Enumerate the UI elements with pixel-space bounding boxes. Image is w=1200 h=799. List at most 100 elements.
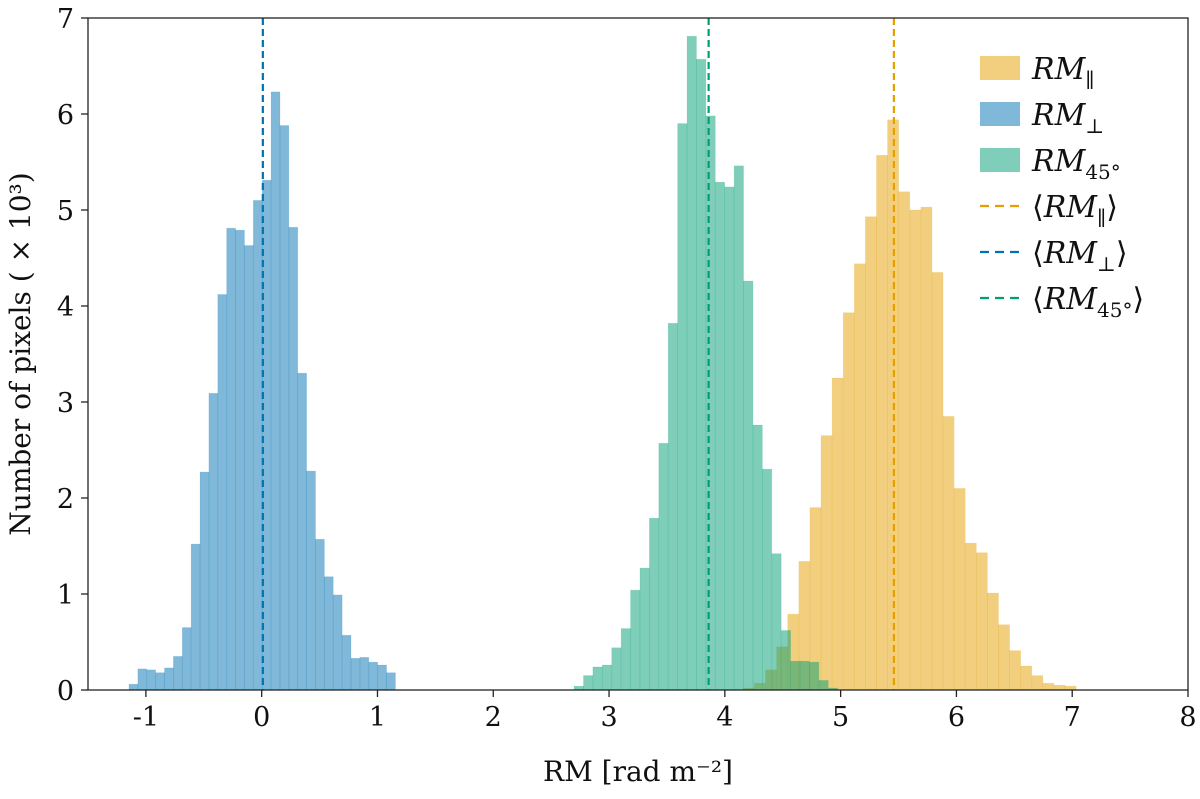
- histogram-bar: [208, 392, 219, 691]
- histogram-bar: [199, 471, 210, 691]
- legend-bracket: ⟩: [1132, 282, 1144, 317]
- histogram-bar: [818, 680, 829, 691]
- histogram-bar: [658, 442, 669, 691]
- legend-patch: [980, 148, 1020, 172]
- legend-label: ⟨RM∥⟩: [1032, 190, 1118, 230]
- mean-lines: [261, 18, 895, 690]
- histogram-bar: [696, 58, 707, 691]
- histogram-bar: [842, 312, 855, 691]
- legend-label: ⟨RM45°⟩: [1032, 282, 1144, 322]
- histogram-bar: [771, 553, 782, 691]
- legend-sub: ∥: [1097, 206, 1106, 230]
- histogram-bar: [667, 322, 679, 691]
- legend-bracket: ⟨: [1032, 282, 1044, 317]
- y-tick-label: 6: [57, 100, 74, 131]
- legend-sub: ∥: [1085, 68, 1094, 92]
- histogram-bar: [705, 115, 716, 691]
- histogram-bar: [790, 660, 801, 691]
- histogram-bar: [743, 280, 754, 691]
- legend-main: RM: [1031, 144, 1087, 179]
- histogram-bar: [964, 542, 977, 691]
- y-tick-label: 5: [57, 196, 74, 227]
- x-tick-label: 2: [485, 702, 502, 733]
- y-tick-label: 1: [57, 580, 74, 611]
- histogram-bar: [583, 675, 594, 691]
- histogram-bar: [733, 165, 744, 691]
- histogram-bar: [998, 624, 1010, 691]
- histogram-bar: [244, 245, 254, 691]
- series-2: [573, 35, 839, 691]
- histogram-bar: [252, 199, 263, 691]
- histogram-bar: [648, 517, 660, 691]
- histogram-bar: [724, 186, 735, 691]
- legend-item: [980, 102, 1020, 126]
- x-tick-label: 8: [1179, 702, 1196, 733]
- histogram-bar: [288, 226, 299, 691]
- y-axis-label: Number of pixels ( × 10³): [4, 172, 37, 535]
- histogram-bar: [809, 661, 820, 691]
- histogram-bar: [942, 415, 955, 691]
- histogram-bar: [270, 91, 281, 691]
- histogram-bar: [1053, 684, 1066, 691]
- histogram-bar: [601, 664, 613, 691]
- series-0: [742, 119, 1077, 691]
- histogram-bar: [341, 634, 352, 691]
- x-tick-label: 6: [948, 702, 965, 733]
- histogram-bar: [181, 627, 192, 691]
- histogram-bar: [592, 666, 603, 691]
- histogram-bar: [1031, 675, 1044, 691]
- histogram-bar: [172, 656, 183, 691]
- histogram-bar: [332, 594, 343, 691]
- histogram-bar: [190, 543, 201, 691]
- legend-main: RM: [1043, 282, 1099, 317]
- legend-item: [980, 148, 1020, 172]
- histogram-bar: [909, 209, 922, 691]
- histogram-bar: [226, 227, 236, 691]
- legend-bracket: ⟨: [1032, 236, 1044, 271]
- histogram-bar: [155, 672, 165, 691]
- histogram-bar: [677, 123, 688, 691]
- histogram-bar: [128, 683, 139, 691]
- histogram-bar: [279, 125, 290, 691]
- histogram-bar: [1042, 682, 1055, 691]
- histogram-bar: [315, 538, 325, 691]
- histogram-bar: [752, 424, 763, 691]
- histogram-bar: [306, 470, 316, 691]
- series-1: [128, 91, 396, 691]
- legend-main: RM: [1043, 236, 1099, 271]
- histogram-bar: [323, 576, 334, 691]
- histogram-bar: [639, 567, 650, 691]
- legend-sub: 45°: [1085, 160, 1120, 184]
- histogram-bar: [377, 664, 387, 691]
- histogram-bar: [853, 263, 866, 691]
- histogram-bar: [780, 630, 791, 691]
- y-tick-label: 7: [57, 4, 74, 35]
- legend-sub: ⊥: [1097, 252, 1116, 276]
- histogram-bar: [799, 660, 810, 691]
- legend-bracket: ⟨: [1032, 190, 1044, 225]
- y-axis-ticks: 0 1 2 3 4 5 6 7: [57, 4, 88, 707]
- x-tick-label: -1: [133, 702, 159, 733]
- x-tick-label: 0: [253, 702, 270, 733]
- legend-sub: ⊥: [1085, 114, 1104, 138]
- x-tick-label: 5: [832, 702, 849, 733]
- x-tick-label: 7: [1064, 702, 1081, 733]
- legend-main: RM: [1043, 190, 1099, 225]
- histogram-bar: [1020, 665, 1033, 691]
- legend-label: RM⊥: [1031, 98, 1104, 138]
- histogram-bar: [714, 181, 726, 691]
- histogram-bar: [931, 271, 944, 691]
- y-tick-label: 0: [57, 676, 74, 707]
- histogram-bar: [611, 647, 622, 691]
- histogram-bar: [235, 229, 245, 691]
- histogram-bar: [761, 468, 773, 691]
- histogram-bar: [876, 154, 888, 691]
- x-axis-label: RM [rad m⁻²]: [543, 755, 733, 788]
- histogram-bar: [137, 668, 148, 691]
- histogram-bar: [146, 669, 157, 691]
- histogram-bar: [920, 206, 933, 691]
- y-tick-label: 2: [57, 484, 74, 515]
- legend-sub: 45°: [1097, 298, 1132, 322]
- legend-item: [980, 56, 1020, 80]
